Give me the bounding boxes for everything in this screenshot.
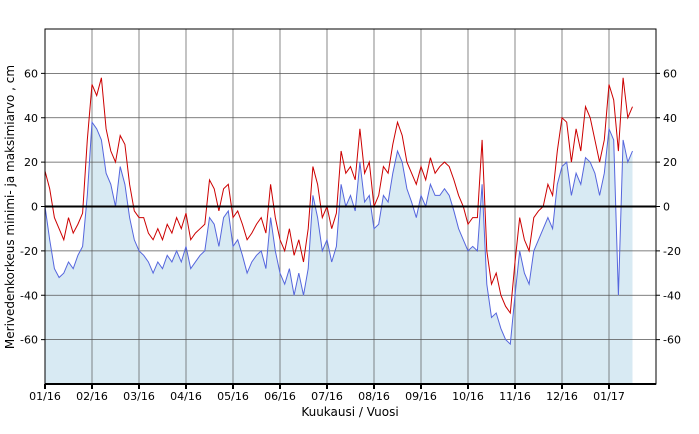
y-tick-label-left: 0 <box>31 201 38 214</box>
x-tick-label: 01/17 <box>593 390 625 403</box>
y-tick-label-right: 0 <box>663 201 670 214</box>
min-area-fill <box>45 122 633 384</box>
y-tick-label-left: 20 <box>24 156 38 169</box>
min-series-area <box>45 122 633 384</box>
y-tick-label-right: -20 <box>663 245 681 258</box>
y-tick-label-right: 20 <box>663 156 677 169</box>
x-tick-label: 02/16 <box>76 390 108 403</box>
min-series-line <box>44 120 633 346</box>
x-tick-label: 03/16 <box>123 390 155 403</box>
x-axis-title: Kuukausi / Vuosi <box>301 405 398 419</box>
x-tick-label: 07/16 <box>311 390 343 403</box>
x-tick-label: 09/16 <box>405 390 437 403</box>
y-tick-label-right: 60 <box>663 67 677 80</box>
y-tick-label-right: 40 <box>663 112 677 125</box>
x-tick-label: 12/16 <box>546 390 578 403</box>
x-tick-label: 10/16 <box>452 390 484 403</box>
y-tick-label-left: -60 <box>20 334 38 347</box>
x-tick-label: 08/16 <box>358 390 390 403</box>
axes <box>41 28 660 389</box>
y-tick-label-right: -60 <box>663 334 681 347</box>
x-tick-label: 11/16 <box>499 390 531 403</box>
x-tick-label: 06/16 <box>264 390 296 403</box>
tick-labels: -60 -60 -40 -40 -20 -20 0 0 20 20 40 40 60 60 01/16 02/… <box>20 67 681 403</box>
y-tick-label-left: 40 <box>24 112 38 125</box>
max-series-line <box>44 77 633 315</box>
series-lines <box>44 77 633 346</box>
x-tick-label: 04/16 <box>170 390 202 403</box>
y-axis-title: Merivedenkorkeus minimi- ja maksimiarvo … <box>3 65 17 349</box>
x-tick-label: 05/16 <box>217 390 249 403</box>
y-tick-label-left: -40 <box>20 289 38 302</box>
y-tick-label-left: 60 <box>24 67 38 80</box>
y-tick-label-left: -20 <box>20 245 38 258</box>
y-tick-label-right: -40 <box>663 289 681 302</box>
x-tick-label: 01/16 <box>29 390 61 403</box>
